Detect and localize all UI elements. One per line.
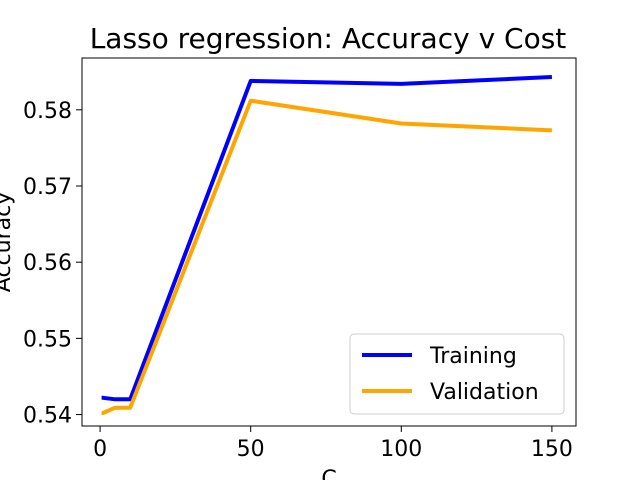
y-tick-label: 0.57 — [23, 175, 72, 200]
legend-label-validation: Validation — [430, 380, 539, 405]
series-line-training — [101, 75, 552, 402]
y-axis-label: Accuracy — [0, 192, 16, 292]
x-tick-label: 150 — [531, 437, 573, 462]
y-tick-label: 0.58 — [23, 99, 72, 124]
x-tick-label: 0 — [93, 437, 107, 462]
y-tick-label: 0.54 — [23, 404, 72, 429]
legend-label-training: Training — [429, 344, 517, 369]
series-line-validation — [101, 98, 552, 415]
x-axis-label: C — [321, 467, 336, 480]
y-tick-label: 0.55 — [23, 327, 72, 352]
x-tick-label: 100 — [380, 437, 422, 462]
series-lines — [101, 75, 552, 415]
chart-title: Lasso regression: Accuracy v Cost — [90, 22, 567, 55]
x-tick-label: 50 — [237, 437, 265, 462]
y-tick-label: 0.56 — [23, 251, 72, 276]
legend: Training Validation — [349, 333, 565, 415]
x-axis: 0 50 100 150 — [93, 426, 573, 462]
y-axis: 0.54 0.55 0.56 0.57 0.58 — [23, 99, 82, 429]
